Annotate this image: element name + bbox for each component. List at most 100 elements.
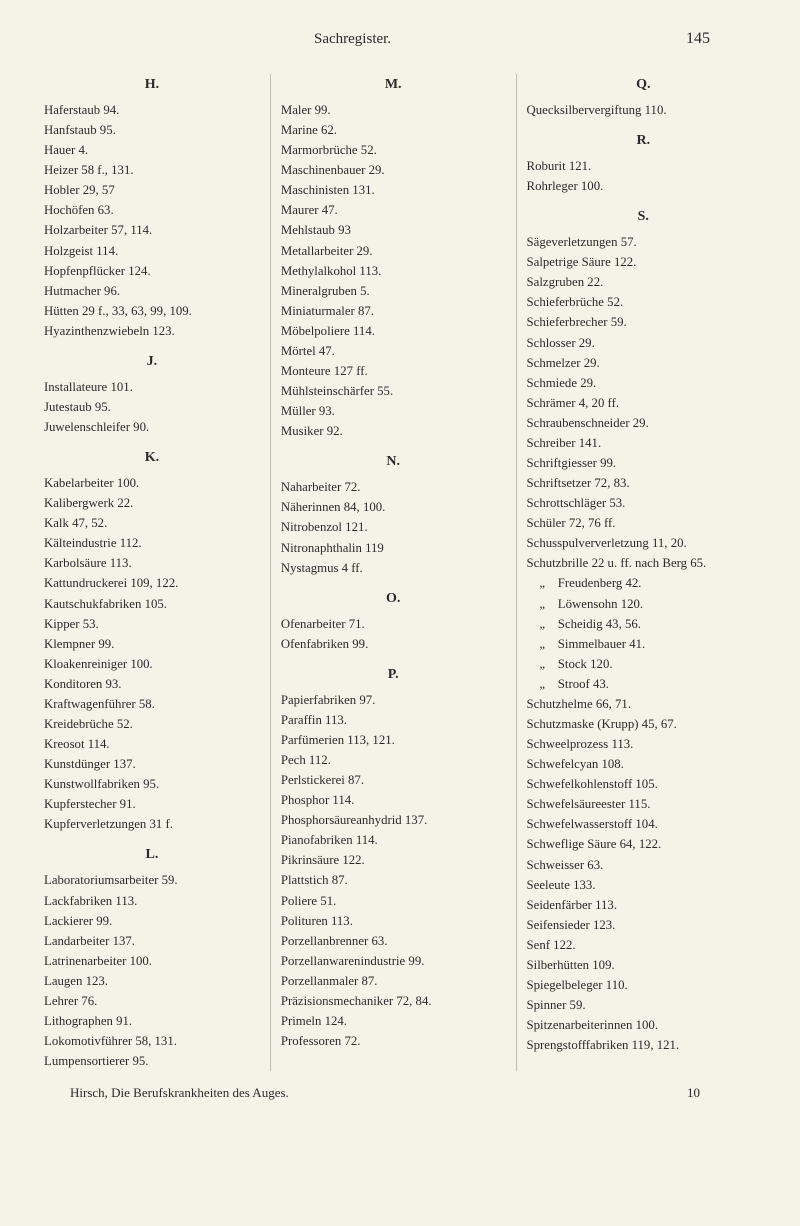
index-entry: „ Stock 120. <box>527 654 760 674</box>
index-entry: Landarbeiter 137. <box>44 931 260 951</box>
index-entry: Mehlstaub 93 <box>281 220 506 240</box>
index-entry: Porzellanbrenner 63. <box>281 931 506 951</box>
section-head: Q. <box>527 74 760 96</box>
index-entry: Näherinnen 84, 100. <box>281 497 506 517</box>
index-entry: Schriftgiesser 99. <box>527 453 760 473</box>
index-entry: Installateure 101. <box>44 377 260 397</box>
index-entry: Perlstickerei 87. <box>281 770 506 790</box>
index-entry: Schlosser 29. <box>527 333 760 353</box>
index-entry: Schrottschläger 53. <box>527 493 760 513</box>
header-title: Sachregister. <box>314 31 391 48</box>
index-entry: Silberhütten 109. <box>527 955 760 975</box>
index-entry: Methylalkohol 113. <box>281 261 506 281</box>
index-entry: Kupferverletzungen 31 f. <box>44 814 260 834</box>
section-head: S. <box>527 206 760 228</box>
index-entry: Mineralgruben 5. <box>281 281 506 301</box>
index-entry: Kälteindustrie 112. <box>44 533 260 553</box>
index-entry: Sägeverletzungen 57. <box>527 232 760 252</box>
index-entry: Primeln 124. <box>281 1011 506 1031</box>
index-entry: Professoren 72. <box>281 1031 506 1051</box>
index-entry: Miniaturmaler 87. <box>281 301 506 321</box>
index-entry: Schweelprozess 113. <box>527 734 760 754</box>
section-head: N. <box>281 451 506 473</box>
index-entry: „ Simmelbauer 41. <box>527 634 760 654</box>
index-entry: Kautschukfabriken 105. <box>44 594 260 614</box>
section-head: J. <box>44 351 260 373</box>
index-entry: Schraubenschneider 29. <box>527 413 760 433</box>
index-entry: Schriftsetzer 72, 83. <box>527 473 760 493</box>
index-entry: Schmiede 29. <box>527 373 760 393</box>
index-entry: Haferstaub 94. <box>44 100 260 120</box>
index-entry: „ Scheidig 43, 56. <box>527 614 760 634</box>
index-entry: Nitronaphthalin 119 <box>281 538 506 558</box>
index-entry: Senf 122. <box>527 935 760 955</box>
column-2: M.Maler 99.Marine 62.Marmorbrüche 52.Mas… <box>281 74 506 1071</box>
index-entry: Schutzmaske (Krupp) 45, 67. <box>527 714 760 734</box>
index-entry: Quecksilbervergiftung 110. <box>527 100 760 120</box>
index-entry: Rohrleger 100. <box>527 176 760 196</box>
index-entry: Schwefelwasserstoff 104. <box>527 814 760 834</box>
index-entry: Kalibergwerk 22. <box>44 493 260 513</box>
index-entry: Poliere 51. <box>281 891 506 911</box>
section-head: H. <box>44 74 260 96</box>
column-3: Q. Quecksilbervergiftung 110. R. Roburit 12… <box>527 74 760 1071</box>
index-entry: „ Löwensohn 120. <box>527 594 760 614</box>
index-entry: Kipper 53. <box>44 614 260 634</box>
index-entry: Laboratoriumsarbeiter 59. <box>44 870 260 890</box>
index-entry: Heizer 58 f., 131. <box>44 160 260 180</box>
index-entry: Schreiber 141. <box>527 433 760 453</box>
index-entry: Kunstwollfabriken 95. <box>44 774 260 794</box>
footer-right: 10 <box>687 1085 700 1101</box>
index-entry: Ofenarbeiter 71. <box>281 614 506 634</box>
page-footer: Hirsch, Die Berufskrankheiten des Auges.… <box>44 1085 760 1101</box>
index-entry: Kupferstecher 91. <box>44 794 260 814</box>
index-entry: Schwefelcyan 108. <box>527 754 760 774</box>
index-entry: Paraffin 113. <box>281 710 506 730</box>
footer-left: Hirsch, Die Berufskrankheiten des Auges. <box>70 1085 289 1101</box>
index-columns: H.Haferstaub 94.Hanfstaub 95.Hauer 4.Hei… <box>44 74 760 1071</box>
section-head: P. <box>281 664 506 686</box>
index-entry: Pikrinsäure 122. <box>281 850 506 870</box>
index-entry: Spitzenarbeiterinnen 100. <box>527 1015 760 1035</box>
index-entry: Präzisionsmechaniker 72, 84. <box>281 991 506 1011</box>
index-entry: Holzgeist 114. <box>44 241 260 261</box>
index-entry: Schutzhelme 66, 71. <box>527 694 760 714</box>
section-head: M. <box>281 74 506 96</box>
section-head: O. <box>281 588 506 610</box>
index-entry: Kabelarbeiter 100. <box>44 473 260 493</box>
index-entry: Musiker 92. <box>281 421 506 441</box>
index-entry: Schutzbrille 22 u. ff. nach Berg 65. <box>527 553 760 573</box>
index-entry: Roburit 121. <box>527 156 760 176</box>
index-entry: Möbelpoliere 114. <box>281 321 506 341</box>
index-entry: Salpetrige Säure 122. <box>527 252 760 272</box>
index-entry: Kalk 47, 52. <box>44 513 260 533</box>
index-entry: Hopfenpflücker 124. <box>44 261 260 281</box>
index-entry: Schieferbrüche 52. <box>527 292 760 312</box>
index-entry: Porzellanmaler 87. <box>281 971 506 991</box>
index-entry: Hochöfen 63. <box>44 200 260 220</box>
index-entry: Seidenfärber 113. <box>527 895 760 915</box>
index-entry: Schüler 72, 76 ff. <box>527 513 760 533</box>
section-head: R. <box>527 130 760 152</box>
index-entry: Schmelzer 29. <box>527 353 760 373</box>
index-entry: Schusspulververletzung 11, 20. <box>527 533 760 553</box>
index-entry: Hütten 29 f., 33, 63, 99, 109. <box>44 301 260 321</box>
index-entry: Kraftwagenführer 58. <box>44 694 260 714</box>
index-entry: Spiegelbeleger 110. <box>527 975 760 995</box>
index-entry: „ Freudenberg 42. <box>527 573 760 593</box>
index-entry: Pianofabriken 114. <box>281 830 506 850</box>
index-entry: Müller 93. <box>281 401 506 421</box>
index-entry: Kunstdünger 137. <box>44 754 260 774</box>
index-entry: Seeleute 133. <box>527 875 760 895</box>
index-entry: Maschinenbauer 29. <box>281 160 506 180</box>
index-entry: Mörtel 47. <box>281 341 506 361</box>
index-entry: Kreidebrüche 52. <box>44 714 260 734</box>
index-entry: Lokomotivführer 58, 131. <box>44 1031 260 1051</box>
index-entry: Laugen 123. <box>44 971 260 991</box>
index-entry: Kattundruckerei 109, 122. <box>44 573 260 593</box>
index-entry: Monteure 127 ff. <box>281 361 506 381</box>
index-entry: Schieferbrecher 59. <box>527 312 760 332</box>
index-entry: Hutmacher 96. <box>44 281 260 301</box>
index-entry: Hobler 29, 57 <box>44 180 260 200</box>
index-entry: Schwefelkohlenstoff 105. <box>527 774 760 794</box>
